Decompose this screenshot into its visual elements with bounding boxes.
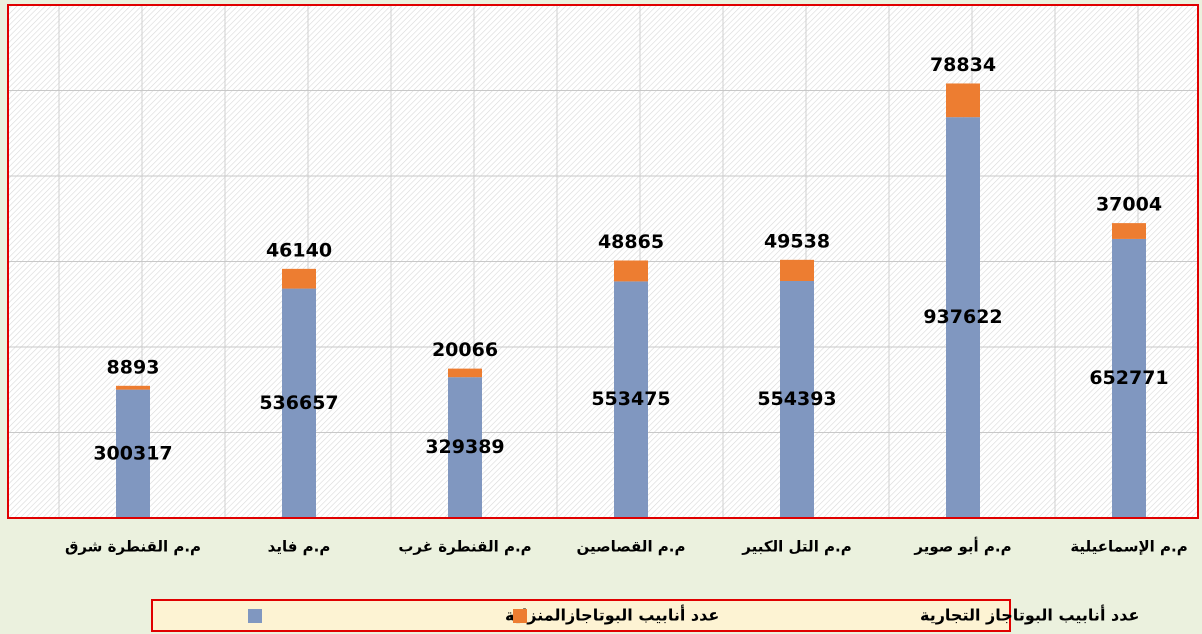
bar-segment <box>780 259 814 281</box>
bar-segment <box>780 280 814 518</box>
x-tick-label: م.م القنطرة شرق <box>65 538 201 556</box>
legend-swatch <box>248 609 262 623</box>
bar-segment <box>116 389 150 518</box>
bar-segment <box>946 83 980 118</box>
bar-segment <box>448 368 482 378</box>
legend <box>151 599 1011 632</box>
x-tick-label: م.م القنطرة غرب <box>398 538 531 556</box>
data-label: 937622 <box>923 306 1002 328</box>
bar-segment <box>1112 223 1146 239</box>
x-tick-label: م.م الإسماعيلية <box>1070 538 1187 556</box>
data-label: 536657 <box>259 392 338 414</box>
data-label: 8893 <box>107 356 160 378</box>
bar-segment <box>282 268 316 289</box>
marks <box>116 83 1146 518</box>
legend-label: عدد أنابيب البوتاجاز التجارية <box>920 605 1139 625</box>
data-label: 37004 <box>1096 194 1162 216</box>
data-label: 46140 <box>266 239 332 261</box>
bar-segment <box>614 260 648 282</box>
x-tick-label: م.م فايد <box>268 538 331 556</box>
legend-label: عدد أنابيب البوتاجازالمنزلية <box>505 605 719 625</box>
data-label: 554393 <box>757 388 836 410</box>
data-label: 49538 <box>764 230 830 252</box>
data-label: 329389 <box>425 436 504 458</box>
bar-segment <box>282 288 316 518</box>
bar-segment <box>448 377 482 518</box>
bar-segment <box>116 385 150 390</box>
data-label: 78834 <box>930 54 996 76</box>
data-label: 652771 <box>1089 367 1168 389</box>
x-tick-label: م.م أبو صوير <box>913 537 1011 556</box>
bar-segment <box>1112 238 1146 518</box>
bar-segment <box>614 281 648 518</box>
bar-segment <box>946 117 980 518</box>
data-label: 300317 <box>93 442 172 464</box>
legend-swatch <box>513 609 527 623</box>
data-label: 20066 <box>432 339 498 361</box>
data-label: 48865 <box>598 231 664 253</box>
x-tick-label: م.م التل الكبير <box>741 538 852 556</box>
data-label: 553475 <box>591 388 670 410</box>
plot-border <box>7 4 1199 519</box>
x-tick-label: م.م القصاصين <box>576 538 685 556</box>
